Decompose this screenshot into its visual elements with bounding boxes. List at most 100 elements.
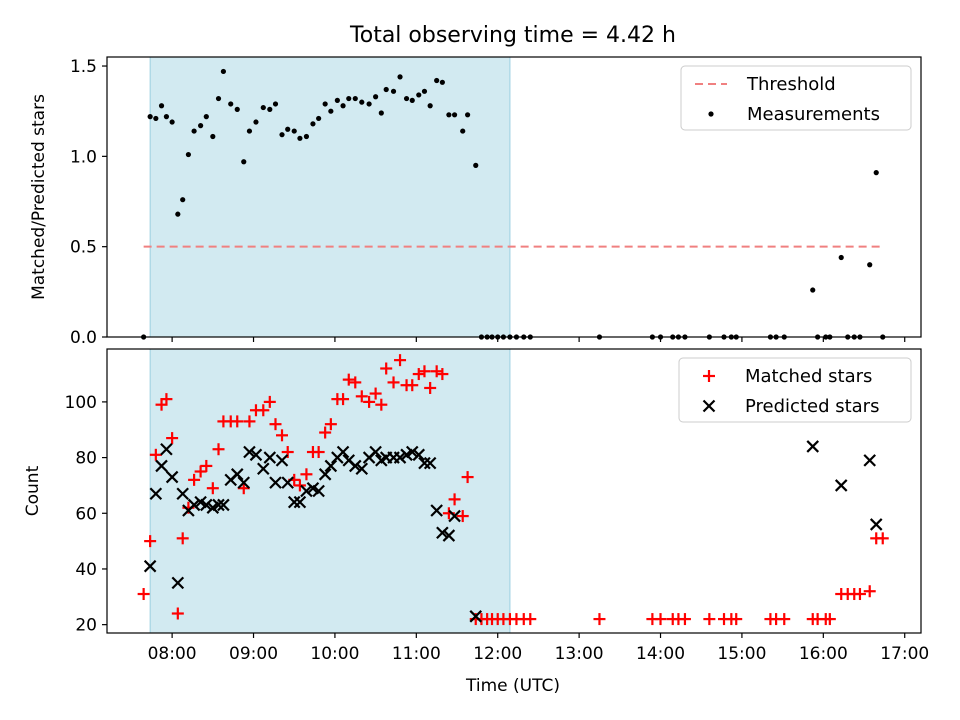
predicted-star-point bbox=[863, 454, 876, 467]
x-mark-b bbox=[300, 484, 313, 498]
x-tick-label: 12:00 bbox=[473, 644, 522, 664]
predicted-star-point bbox=[869, 518, 883, 531]
measurement-point bbox=[434, 77, 440, 84]
predicted-star-point bbox=[257, 462, 270, 476]
x-tick-label: 17:00 bbox=[880, 644, 929, 664]
matched-star-point bbox=[312, 446, 325, 459]
measurement-point bbox=[228, 101, 234, 107]
predicted-star-point bbox=[423, 456, 437, 470]
y-axis-label: Matched/Predicted stars bbox=[29, 94, 49, 300]
x-mark-b bbox=[834, 479, 848, 492]
x-mark-b bbox=[324, 459, 338, 473]
legend-marker bbox=[708, 111, 714, 117]
x-mark-b bbox=[230, 468, 244, 481]
measurement-point bbox=[260, 104, 266, 111]
predicted-star-point bbox=[834, 479, 848, 492]
matched-star-point bbox=[424, 381, 437, 394]
x-tick-label: 08:00 bbox=[148, 644, 197, 664]
predicted-star-point bbox=[200, 498, 213, 512]
matched-star-point bbox=[876, 532, 889, 545]
matched-star-point bbox=[406, 379, 419, 392]
x-mark-b bbox=[318, 468, 332, 481]
measurement-point bbox=[409, 97, 415, 103]
x-mark-b bbox=[165, 470, 179, 484]
matched-star-point bbox=[654, 613, 667, 626]
measurement-point bbox=[180, 197, 186, 203]
matched-star-point bbox=[263, 395, 276, 408]
x-mark-b bbox=[423, 456, 437, 470]
x-mark-b bbox=[263, 451, 277, 464]
matched-star-point bbox=[412, 368, 425, 381]
matched-star-point bbox=[237, 482, 250, 495]
legend-marker bbox=[702, 399, 716, 413]
measurement-point bbox=[291, 128, 297, 134]
predicted-star-point bbox=[355, 462, 369, 476]
observing-span bbox=[149, 56, 511, 338]
measurement-point bbox=[297, 135, 303, 141]
legend-marker bbox=[703, 370, 715, 382]
matched-star-point bbox=[387, 376, 400, 389]
x-mark-b bbox=[237, 476, 251, 489]
measurement-point bbox=[473, 162, 479, 168]
measurement-point bbox=[310, 121, 316, 127]
x-mark-b bbox=[869, 518, 883, 531]
legend-label: Predicted stars bbox=[745, 396, 879, 417]
measurement-point bbox=[322, 101, 328, 107]
matched-star-point bbox=[375, 398, 388, 411]
matched-star-point bbox=[293, 479, 306, 492]
x-mark-b bbox=[187, 498, 201, 512]
predicted-star-point bbox=[171, 576, 185, 590]
measurement-point bbox=[316, 115, 322, 122]
matched-star-point bbox=[231, 415, 244, 428]
measurement-point bbox=[285, 126, 291, 132]
predicted-star-point bbox=[336, 445, 350, 459]
measurement-point bbox=[390, 88, 397, 94]
predicted-star-point bbox=[393, 451, 407, 464]
measurement-point bbox=[446, 112, 452, 118]
predicted-star-point bbox=[318, 468, 332, 481]
matched-star-point bbox=[319, 426, 332, 439]
matched-star-point bbox=[380, 362, 393, 375]
x-mark-b bbox=[342, 454, 356, 467]
matched-star-point bbox=[703, 613, 716, 626]
y-axis-label: Count bbox=[23, 465, 43, 516]
x-mark-b bbox=[143, 559, 157, 573]
measurement-point bbox=[203, 114, 209, 120]
count-panel: 08:00 09:00 10:00 11:00 12:00 13:00 14:00 15:00… bbox=[23, 348, 929, 664]
measurement-point bbox=[373, 94, 379, 100]
predicted-star-point bbox=[187, 498, 201, 512]
legend-box bbox=[680, 65, 912, 131]
measurement-point bbox=[191, 128, 197, 134]
measurement-point bbox=[185, 151, 191, 158]
matched-star-point bbox=[524, 613, 537, 626]
legend-box bbox=[678, 357, 912, 423]
matched-star-point bbox=[166, 432, 179, 445]
x-tick-label: 14:00 bbox=[636, 644, 685, 664]
predicted-star-point bbox=[275, 454, 289, 467]
measurement-point bbox=[210, 133, 216, 140]
matched-star-point bbox=[324, 418, 337, 431]
x-mark-b bbox=[281, 476, 294, 489]
predicted-star-point bbox=[469, 610, 483, 623]
measurement-point bbox=[215, 95, 222, 102]
matched-star-point bbox=[160, 393, 173, 406]
matched-star-point bbox=[363, 395, 376, 408]
measurement-point bbox=[867, 262, 873, 268]
measurement-point bbox=[465, 112, 471, 118]
matched-star-point bbox=[853, 588, 866, 601]
x-mark-b bbox=[863, 454, 876, 467]
matched-star-point bbox=[394, 354, 407, 367]
x-mark-b bbox=[369, 445, 382, 459]
predicted-star-point bbox=[436, 526, 449, 540]
measurement-point bbox=[220, 68, 227, 75]
matched-star-point bbox=[200, 459, 213, 472]
predicted-star-point bbox=[312, 484, 325, 498]
matched-star-point bbox=[430, 365, 443, 378]
matched-star-point bbox=[349, 376, 362, 389]
x-mark-b bbox=[448, 509, 461, 523]
measurement-point bbox=[873, 170, 879, 176]
x-mark-b bbox=[293, 495, 307, 509]
legend-label: Matched stars bbox=[745, 366, 872, 387]
predicted-star-point bbox=[149, 487, 163, 501]
